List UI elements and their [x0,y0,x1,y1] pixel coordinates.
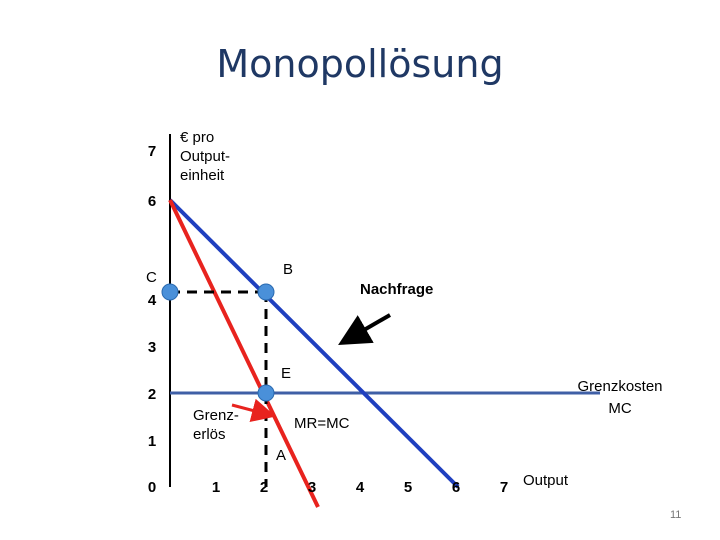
annotation-mr-mc: MR=MC [294,415,350,432]
point-label-a: A [276,447,286,464]
y-tick-4: 4 [148,292,157,309]
series-label-grenzkosten-1: MC [608,400,631,417]
x-tick-0: 0 [148,479,156,496]
y-tick-6: 6 [148,193,156,210]
series-label-grenzerloes-1: erlös [193,426,226,443]
y-tick-7: 7 [148,143,156,160]
y-axis-label-line-2: einheit [180,167,225,184]
x-tick-7: 7 [500,479,508,496]
x-tick-2: 2 [260,479,268,496]
point-label-b: B [283,261,293,278]
point-label-e: E [281,365,291,382]
series-label-nachfrage: Nachfrage [360,281,433,298]
point-marker-0 [161,283,179,301]
point-marker-1 [257,283,275,301]
point-label-c: C [146,269,157,286]
series-label-grenzerloes-0: Grenz- [193,407,239,424]
grenzerloes-arrow [231,398,276,423]
slide-number: 11 [670,509,681,521]
slide-title: Monopollösung [216,42,504,86]
x-tick-5: 5 [404,479,412,496]
y-axis-label-line-1: Output- [180,148,230,165]
nachfrage-arrow [338,313,392,346]
y-axis-label-line-0: € pro [180,129,214,146]
x-tick-4: 4 [356,479,365,496]
x-tick-3: 3 [308,479,316,496]
y-tick-1: 1 [148,433,156,450]
series-label-grenzkosten-0: Grenzkosten [577,378,662,395]
y-tick-2: 2 [148,386,156,403]
x-tick-1: 1 [212,479,220,496]
x-axis-label: Output [523,472,569,489]
y-tick-3: 3 [148,339,156,356]
x-tick-6: 6 [452,479,460,496]
series-line-grenzerloes [168,199,320,508]
point-marker-2 [257,384,275,402]
series-line-nachfrage [168,198,460,489]
